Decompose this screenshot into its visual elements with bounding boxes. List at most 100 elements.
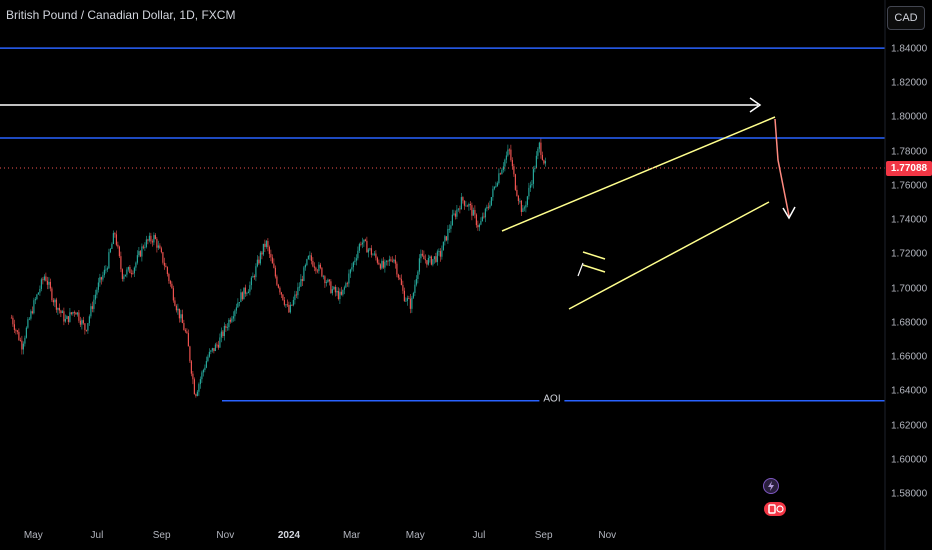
price-tick-label: 1.70000 xyxy=(891,283,928,295)
candle-body xyxy=(267,241,269,248)
trend-drawings[interactable] xyxy=(0,97,796,310)
candle-body xyxy=(196,391,198,396)
candle-body xyxy=(192,373,194,380)
candle-body xyxy=(132,273,134,274)
candle-body xyxy=(309,255,311,257)
currency-button[interactable]: CAD xyxy=(887,6,925,30)
candle-body xyxy=(13,324,15,330)
candle-body xyxy=(40,279,42,289)
lightning-icon[interactable] xyxy=(763,478,779,494)
dividend-event-icon[interactable] xyxy=(764,502,786,516)
candle-body xyxy=(336,290,338,293)
candle-body xyxy=(255,266,257,278)
candle-body xyxy=(421,253,423,256)
candle-body xyxy=(313,266,315,268)
candle-body xyxy=(420,253,422,259)
candle-body xyxy=(361,242,363,245)
candle-body xyxy=(384,261,386,268)
price-tick-label: 1.58000 xyxy=(891,488,928,500)
candle-body xyxy=(184,330,186,332)
candle-body xyxy=(460,197,462,210)
candle-body xyxy=(342,289,344,295)
candle-body xyxy=(310,255,312,261)
candle-body xyxy=(409,298,411,309)
candle-body xyxy=(226,327,228,329)
candle-body xyxy=(142,246,144,248)
candle-body xyxy=(519,200,521,202)
candle-body xyxy=(510,149,512,161)
candle-body xyxy=(31,311,33,314)
candle-body xyxy=(121,269,123,279)
candle-body xyxy=(331,289,333,294)
candle-body xyxy=(304,264,306,268)
candle-body xyxy=(156,238,158,248)
candle-body xyxy=(288,304,290,313)
candle-body xyxy=(366,240,368,253)
candle-body xyxy=(295,294,297,296)
candlestick-series xyxy=(10,138,546,398)
candle-body xyxy=(10,317,12,319)
candle-body xyxy=(357,250,359,259)
candle-body xyxy=(39,288,41,293)
price-axis[interactable]: 1.84000 1.82000 1.80000 1.78000 1.76000 1.740… xyxy=(885,0,932,524)
candle-body xyxy=(64,319,66,322)
candle-body xyxy=(496,183,498,187)
candle-body xyxy=(523,207,525,209)
candle-body xyxy=(67,316,69,322)
candle-body xyxy=(118,246,120,257)
candle-body xyxy=(324,276,326,284)
candle-body xyxy=(303,267,305,281)
candle-body xyxy=(210,350,212,352)
candle-body xyxy=(352,262,354,268)
candle-body xyxy=(175,305,177,311)
candle-body xyxy=(277,284,279,288)
candle-body xyxy=(325,282,327,284)
candle-body xyxy=(213,348,215,352)
candle-body xyxy=(340,291,342,295)
candle-body xyxy=(369,248,371,250)
horizontal-levels[interactable] xyxy=(0,47,885,402)
candle-body xyxy=(493,186,495,189)
candle-body xyxy=(24,337,26,344)
candle-body xyxy=(492,188,494,198)
candle-body xyxy=(46,280,48,285)
candle-body xyxy=(201,372,203,380)
candle-body xyxy=(453,213,455,215)
candle-body xyxy=(49,281,51,289)
price-tick-label: 1.60000 xyxy=(891,454,928,466)
candle-body xyxy=(301,279,303,281)
candle-body xyxy=(72,312,74,314)
candle-body xyxy=(427,257,429,265)
candle-body xyxy=(205,361,207,368)
candle-body xyxy=(543,160,545,164)
candle-body xyxy=(499,173,501,175)
time-axis[interactable]: May Jul Sep Nov 2024 Mar May Jul Sep Nov xyxy=(0,524,932,550)
candle-body xyxy=(252,276,254,278)
candle-body xyxy=(439,251,441,257)
candle-body xyxy=(448,228,450,230)
price-tick-label: 1.68000 xyxy=(891,317,928,329)
candle-body xyxy=(15,329,17,331)
candle-body xyxy=(298,286,300,288)
last-price-badge: 1.77088 xyxy=(886,161,932,176)
candle-body xyxy=(459,208,461,210)
candle-body xyxy=(438,251,440,252)
candle-body xyxy=(256,259,258,267)
candle-body xyxy=(316,270,318,272)
candle-body xyxy=(12,317,14,325)
candle-body xyxy=(457,208,459,210)
candle-body xyxy=(33,300,35,314)
candle-body xyxy=(505,155,507,160)
candle-body xyxy=(382,260,384,268)
candle-body xyxy=(103,269,105,276)
candle-body xyxy=(538,142,540,149)
candle-body xyxy=(333,286,335,290)
candle-body xyxy=(231,318,233,322)
candle-body xyxy=(318,264,320,272)
candle-body xyxy=(534,168,536,170)
candle-body xyxy=(502,166,504,170)
candle-body xyxy=(432,259,434,265)
candle-body xyxy=(504,159,506,167)
candle-body xyxy=(187,333,189,347)
